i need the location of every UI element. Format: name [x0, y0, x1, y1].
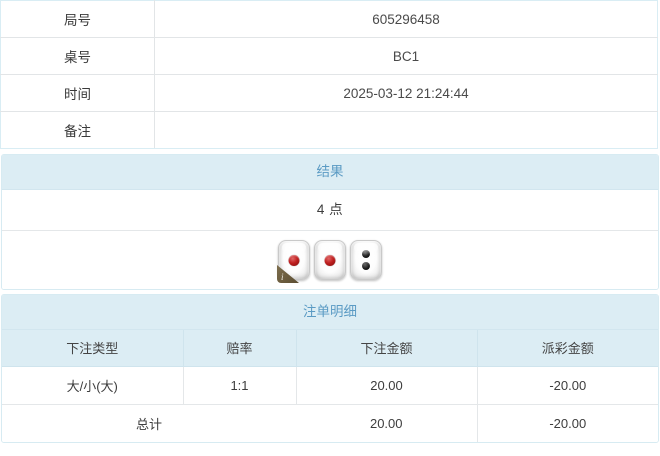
info-badge-icon[interactable]: i: [277, 265, 299, 283]
column-header-payout: 派彩金额: [477, 330, 658, 367]
result-panel: 结果 4 点 i: [1, 154, 659, 290]
die-3-pip-bottom: [362, 262, 370, 270]
column-header-odds: 赔率: [183, 330, 297, 367]
cell-bet-amount: 20.00: [296, 366, 478, 405]
info-value-remark: [154, 111, 658, 149]
info-label-table-no: 桌号: [0, 37, 155, 75]
cell-total-payout: -20.00: [477, 404, 658, 442]
dice-group: i: [277, 240, 382, 283]
table-row: 大/小(大) 1:1 20.00 -20.00: [2, 366, 658, 405]
table-header-row: 下注类型 赔率 下注金额 派彩金额: [2, 330, 658, 367]
die-1: i: [277, 240, 310, 283]
info-value-round-no: 605296458: [154, 0, 658, 38]
table-row: 桌号 BC1: [0, 37, 658, 75]
die-2-pip-center: [324, 255, 336, 266]
die-3: [350, 240, 382, 280]
table-total-row: 总计 20.00 -20.00: [2, 404, 658, 442]
cell-bet-type: 大/小(大): [2, 366, 184, 405]
column-header-bet-type: 下注类型: [2, 330, 184, 367]
table-row: 局号 605296458: [0, 0, 658, 38]
bet-detail-table: 下注类型 赔率 下注金额 派彩金额 大/小(大) 1:1 20.00 -20.0…: [2, 330, 658, 442]
table-row: 备注: [0, 111, 658, 149]
result-points-text: 4 点: [2, 190, 658, 231]
bet-detail-panel: 注单明细 下注类型 赔率 下注金额 派彩金额 大/小(大) 1:1 20.00 …: [1, 294, 659, 443]
die-1-pip-center: [288, 255, 300, 266]
die-2: [314, 240, 346, 280]
cell-payout: -20.00: [477, 366, 658, 405]
cell-total-bet-amount: 20.00: [296, 404, 478, 442]
bet-detail-title: 注单明细: [2, 295, 658, 330]
table-row: 时间 2025-03-12 21:24:44: [0, 74, 658, 112]
column-header-bet-amount: 下注金额: [296, 330, 478, 367]
result-panel-title: 结果: [2, 155, 658, 190]
cell-odds: 1:1: [183, 366, 297, 405]
info-value-time: 2025-03-12 21:24:44: [154, 74, 658, 112]
round-info-table: 局号 605296458 桌号 BC1 时间 2025-03-12 21:24:…: [0, 0, 658, 149]
info-label-remark: 备注: [0, 111, 155, 149]
cell-total-label: 总计: [2, 404, 296, 442]
die-3-pip-top: [362, 250, 370, 258]
info-label-round-no: 局号: [0, 0, 155, 38]
dice-area: i: [2, 231, 658, 289]
info-label-time: 时间: [0, 74, 155, 112]
info-value-table-no: BC1: [154, 37, 658, 75]
